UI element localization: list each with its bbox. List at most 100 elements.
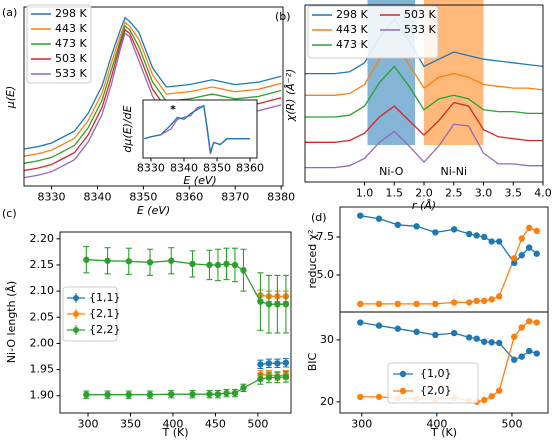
y-tick-label: 2.15 bbox=[30, 258, 55, 271]
point bbox=[282, 359, 290, 366]
point bbox=[480, 338, 488, 345]
x-tick-label: 350 bbox=[120, 417, 141, 430]
x-tick-label: 1.5 bbox=[386, 186, 404, 199]
legend-label: 533 K bbox=[55, 67, 87, 80]
legend-label: 298 K bbox=[336, 8, 368, 21]
series-line bbox=[144, 104, 251, 153]
legend-label: 473 K bbox=[336, 38, 368, 51]
legend-label: {2,1} bbox=[89, 307, 121, 320]
point bbox=[125, 391, 132, 398]
point bbox=[488, 296, 495, 303]
y-axis-label: reduced χ² bbox=[306, 229, 319, 288]
point bbox=[432, 229, 439, 236]
point bbox=[231, 389, 239, 397]
point bbox=[473, 335, 480, 342]
point bbox=[465, 334, 473, 341]
y-tick-label: 1.95 bbox=[30, 363, 55, 376]
point bbox=[480, 233, 488, 241]
x-tick-label: 3.5 bbox=[505, 186, 523, 199]
y-tick-label: 20 bbox=[320, 395, 334, 408]
point bbox=[511, 356, 518, 363]
legend-label: 503 K bbox=[404, 8, 436, 21]
point bbox=[511, 333, 518, 340]
legend-swatch-marker bbox=[73, 295, 79, 301]
region-label: Ni-Ni bbox=[440, 165, 467, 178]
point bbox=[189, 390, 196, 398]
y-axis-label: μ(E) bbox=[4, 86, 17, 110]
point bbox=[394, 300, 402, 308]
point bbox=[450, 299, 458, 306]
x-tick-label: 450 bbox=[205, 417, 226, 430]
x-tick-label: 2.0 bbox=[415, 186, 433, 199]
x-tick-label: 8370 bbox=[221, 190, 249, 203]
series-line bbox=[305, 41, 544, 96]
point bbox=[432, 331, 439, 339]
x-axis-label: T (K) bbox=[430, 426, 457, 439]
point bbox=[223, 260, 230, 268]
point bbox=[375, 393, 383, 401]
x-tick-label: 8360 bbox=[175, 190, 203, 203]
point bbox=[533, 227, 540, 235]
panel-label: (a) bbox=[2, 6, 17, 19]
series-line bbox=[260, 362, 286, 365]
y-tick-label: 2.10 bbox=[30, 284, 55, 297]
legend-swatch-marker bbox=[73, 327, 79, 333]
point bbox=[168, 257, 175, 264]
legend-label: 443 K bbox=[336, 23, 368, 36]
x-tick-label: 4.0 bbox=[534, 186, 552, 199]
series-line bbox=[23, 16, 282, 150]
axes-frame bbox=[339, 311, 549, 414]
series-line bbox=[360, 227, 537, 305]
y-tick-label: 7.5 bbox=[317, 230, 335, 243]
point bbox=[214, 261, 222, 269]
point bbox=[413, 223, 420, 230]
axes-frame bbox=[59, 231, 292, 414]
x-tick-label: 8350 bbox=[203, 161, 231, 174]
x-tick-label: 8330 bbox=[137, 161, 165, 174]
point bbox=[274, 374, 281, 381]
point bbox=[495, 293, 503, 300]
point bbox=[526, 244, 533, 251]
legend-frame bbox=[387, 362, 479, 404]
series-line bbox=[86, 376, 286, 396]
y-tick-label: 2.05 bbox=[30, 310, 55, 323]
x-tick-label: 8330 bbox=[38, 190, 66, 203]
y-tick-label: 2.00 bbox=[30, 336, 55, 349]
point bbox=[526, 347, 533, 355]
point bbox=[168, 390, 175, 398]
point bbox=[125, 258, 132, 265]
x-tick-label: 300 bbox=[351, 418, 372, 431]
point bbox=[518, 252, 525, 259]
x-tick-label: 500 bbox=[247, 417, 268, 430]
legend-label: {1,1} bbox=[89, 291, 121, 304]
inset-background bbox=[143, 100, 257, 158]
x-axis-label: r (Å) bbox=[412, 199, 436, 212]
point bbox=[265, 374, 273, 381]
legend-frame bbox=[26, 4, 92, 84]
series-line bbox=[305, 18, 544, 75]
point bbox=[282, 373, 290, 381]
legend-swatch-marker bbox=[73, 311, 79, 317]
y-tick-label: 5.0 bbox=[317, 268, 335, 281]
point bbox=[357, 393, 364, 401]
series-line bbox=[360, 321, 537, 361]
point bbox=[473, 297, 480, 305]
y-tick-label: 30 bbox=[320, 333, 334, 346]
x-tick-label: 1.0 bbox=[356, 186, 374, 199]
point bbox=[511, 255, 518, 262]
point bbox=[465, 230, 473, 238]
y-axis-label: dμ(E)/dE bbox=[121, 105, 134, 152]
series-line bbox=[360, 215, 538, 264]
point bbox=[518, 235, 525, 242]
point bbox=[104, 391, 111, 398]
x-tick-label: 3.0 bbox=[475, 186, 493, 199]
legend-label: {2,0} bbox=[420, 384, 452, 397]
y-axis-label: χ(R) (Å⁻²) bbox=[284, 69, 297, 123]
x-axis-label: T (K) bbox=[161, 426, 188, 439]
axes-frame bbox=[23, 6, 284, 187]
point bbox=[265, 300, 273, 308]
point bbox=[465, 299, 473, 306]
panel-label: (c) bbox=[2, 207, 17, 220]
point bbox=[240, 266, 247, 274]
